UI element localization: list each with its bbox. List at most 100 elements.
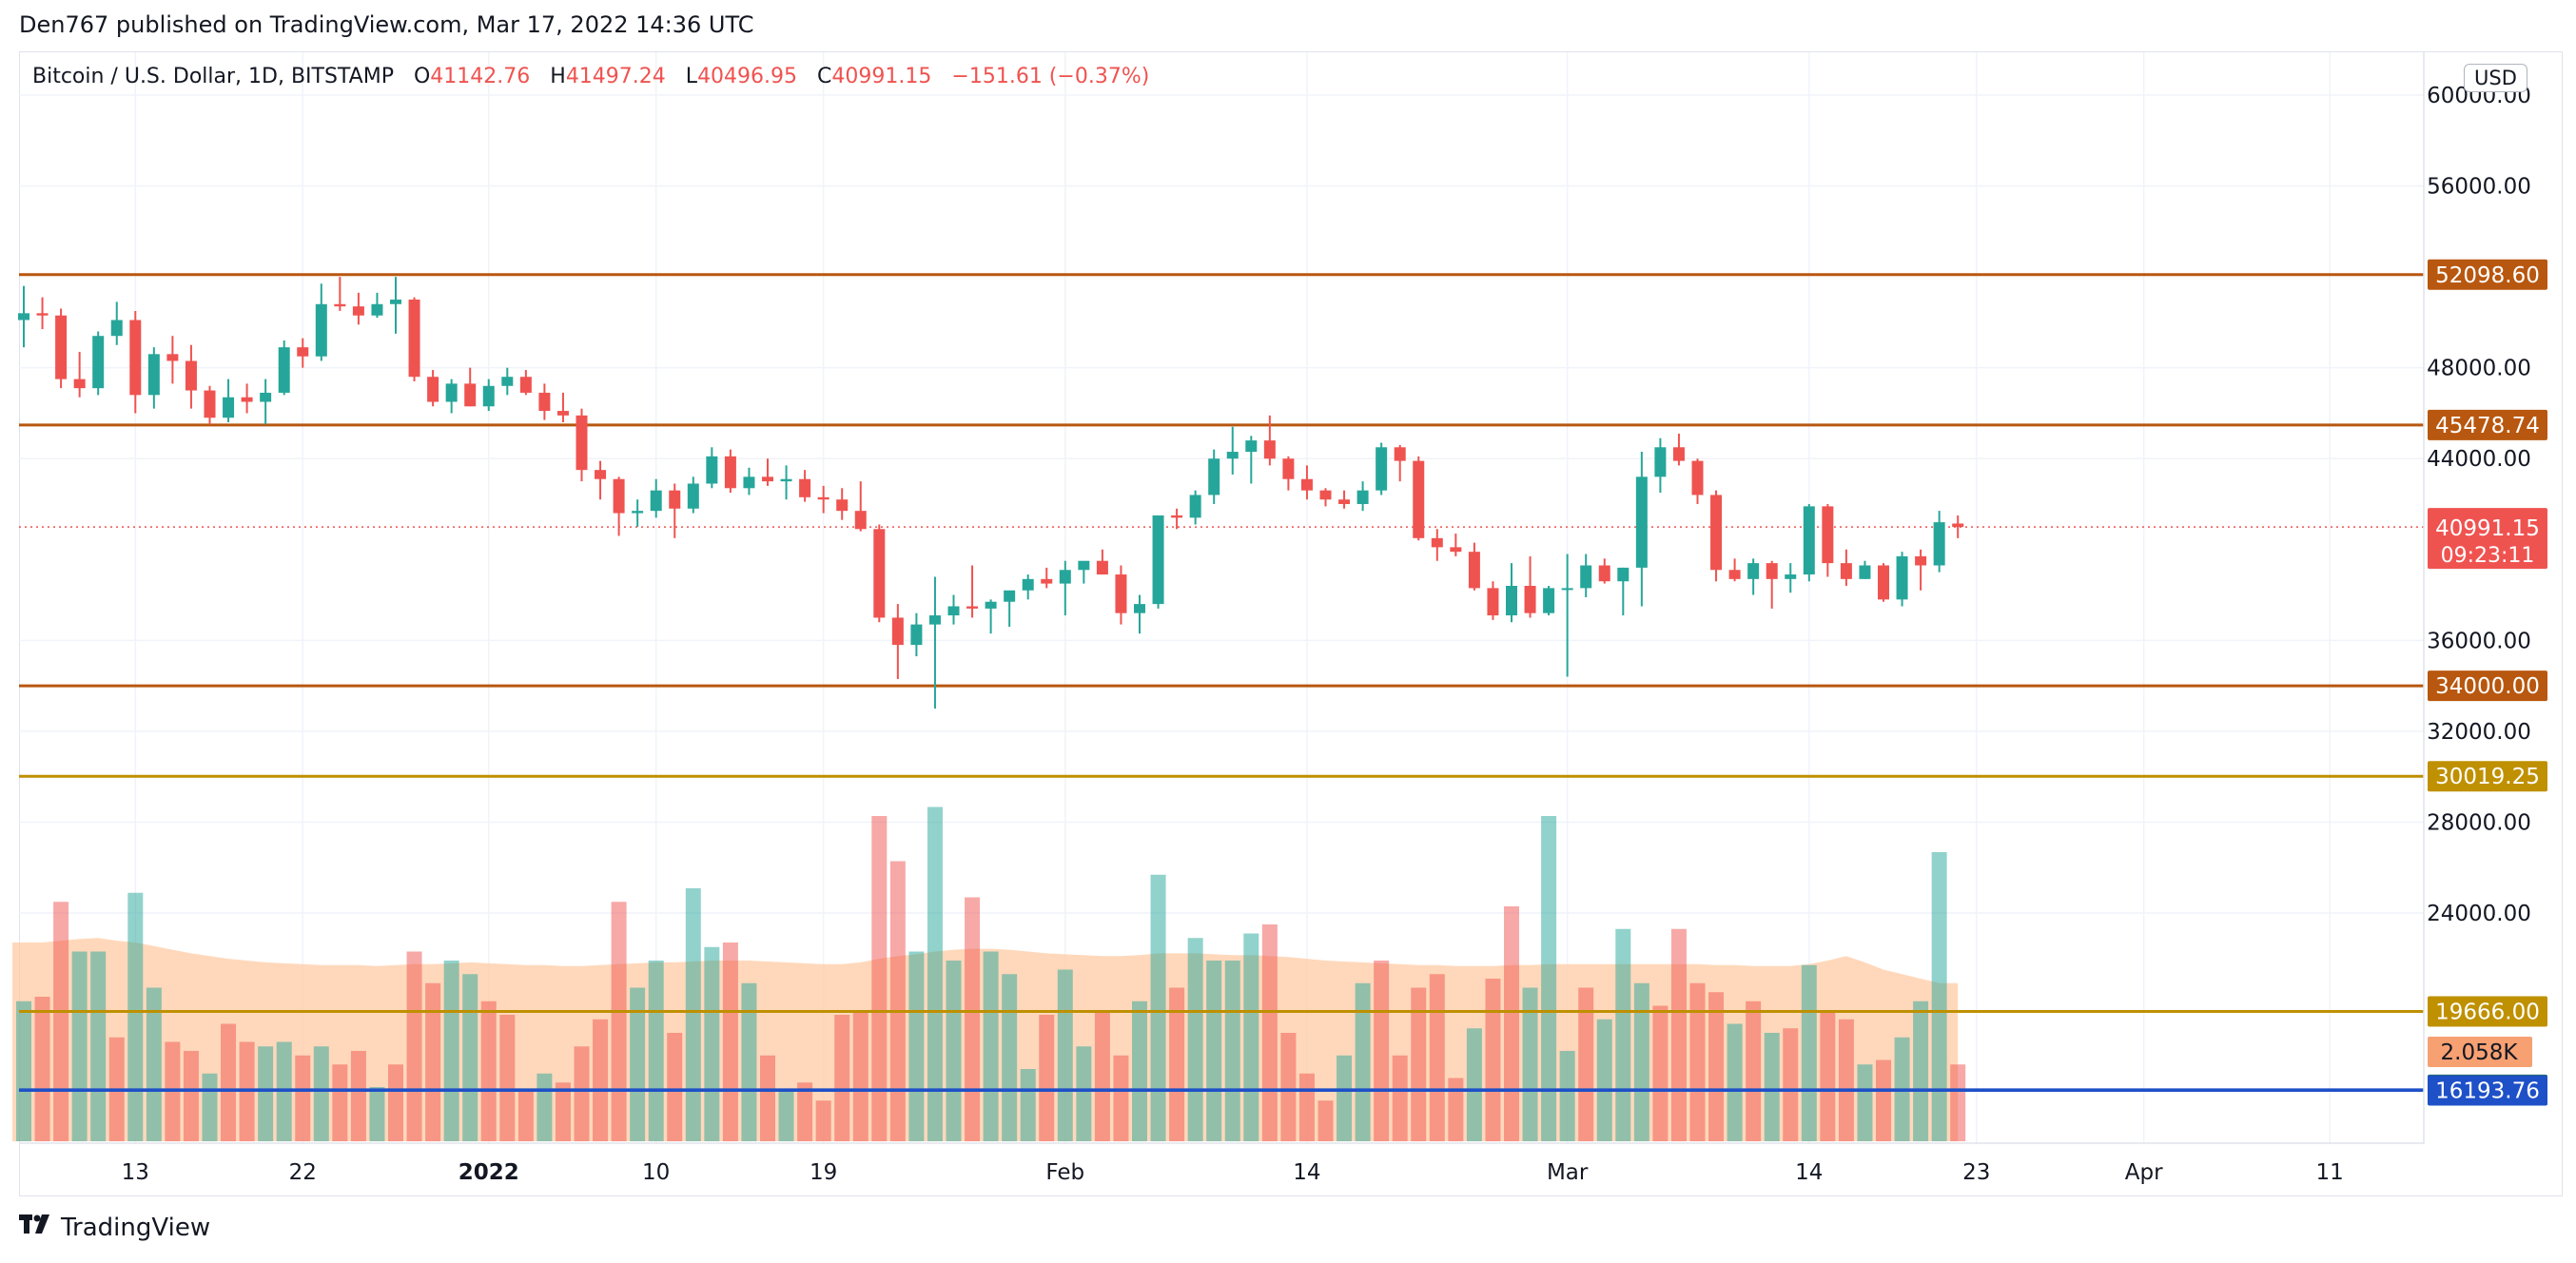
candle-body xyxy=(482,385,495,407)
currency-button[interactable]: USD xyxy=(2464,64,2527,92)
volume-bar xyxy=(406,951,422,1141)
volume-bar xyxy=(965,897,981,1141)
change-value: −151.61 (−0.37%) xyxy=(951,65,1150,88)
volume-bar xyxy=(1206,961,1222,1141)
volume-bar xyxy=(1746,1001,1762,1141)
volume-bar xyxy=(1485,979,1501,1141)
candle-body xyxy=(390,300,401,304)
candle-body xyxy=(538,392,551,412)
candle-body xyxy=(1598,565,1610,582)
candle-body xyxy=(18,313,29,321)
candle-body xyxy=(1822,506,1834,564)
candle-body xyxy=(1635,476,1648,568)
publish-info: Den767 published on TradingView.com, Mar… xyxy=(19,11,754,38)
volume-bar xyxy=(722,942,738,1141)
level-badge: 45478.74 xyxy=(2435,414,2540,438)
candle-body xyxy=(1022,578,1034,591)
candle-body xyxy=(147,354,160,396)
candle-body xyxy=(1004,590,1016,602)
level-badge: 19666.00 xyxy=(2435,1001,2540,1025)
volume-bar xyxy=(1931,852,1947,1141)
volume-bar xyxy=(1057,969,1073,1141)
low-value: 40496.95 xyxy=(697,65,798,88)
candle-body xyxy=(92,336,105,389)
candle-body xyxy=(1785,574,1797,579)
candle-body xyxy=(743,476,755,489)
y-tick-label: 44000.00 xyxy=(2427,447,2531,472)
candle-body xyxy=(706,456,718,484)
candle-body xyxy=(129,320,142,396)
candle-body xyxy=(1356,490,1369,504)
candle-body xyxy=(204,390,216,418)
level-badge-bg xyxy=(2428,761,2547,792)
candle-body xyxy=(1915,555,1927,566)
candle-body xyxy=(1450,547,1462,553)
candle-body xyxy=(1878,565,1889,600)
volume-bar xyxy=(1243,933,1259,1141)
volume-bar xyxy=(258,1046,274,1141)
candle-body xyxy=(928,615,941,625)
volume-bar xyxy=(741,982,757,1141)
volume-badge: 2.058K xyxy=(2441,1040,2519,1065)
volume-bar xyxy=(778,1091,794,1141)
volume-bar xyxy=(1113,1055,1129,1141)
volume-bar xyxy=(797,1082,813,1141)
candle-body xyxy=(910,624,923,646)
candle-body xyxy=(1041,578,1053,584)
volume-bar xyxy=(1224,961,1240,1141)
volume-bar xyxy=(852,1010,868,1141)
volume-bar xyxy=(1522,987,1538,1141)
candle-body xyxy=(501,377,514,386)
candle-body xyxy=(576,415,588,471)
footer[interactable]: TradingView xyxy=(19,1214,210,1242)
candle-body xyxy=(278,347,290,393)
volume-bar xyxy=(369,1087,385,1141)
candle-body xyxy=(1134,604,1145,613)
chart-frame[interactable] xyxy=(19,51,2563,1196)
candle-body xyxy=(315,303,327,357)
candle-body xyxy=(73,379,86,389)
volume-bar xyxy=(1670,928,1687,1141)
candle-body xyxy=(36,313,49,316)
y-tick-label: 36000.00 xyxy=(2427,629,2531,653)
y-tick-label: 32000.00 xyxy=(2427,720,2531,745)
candle-body xyxy=(780,478,792,482)
candle-body xyxy=(371,303,383,316)
volume-bar xyxy=(1801,964,1817,1141)
volume-bar xyxy=(53,902,69,1141)
volume-bar xyxy=(517,1091,534,1141)
candle-body xyxy=(1803,506,1815,575)
x-tick-label: 22 xyxy=(289,1160,317,1185)
level-badge: 34000.00 xyxy=(2435,674,2540,699)
candle-body xyxy=(985,601,997,609)
x-tick-label: 14 xyxy=(1795,1160,1823,1185)
volume-bar xyxy=(834,1015,850,1141)
x-tick-label: Mar xyxy=(1547,1160,1589,1185)
tradingview-logo-icon xyxy=(19,1214,53,1242)
candle-body xyxy=(669,490,681,509)
candle-body xyxy=(1226,452,1239,459)
volume-bar xyxy=(908,951,925,1141)
candle-body xyxy=(854,511,867,530)
volume-bar xyxy=(648,961,664,1141)
candle-body xyxy=(445,383,458,402)
candle-body xyxy=(1933,522,1945,566)
candle-body xyxy=(1300,478,1313,491)
candle-body xyxy=(1766,563,1778,579)
candle-body xyxy=(1672,447,1685,461)
volume-bar xyxy=(313,1046,329,1141)
volume-bar xyxy=(1298,1073,1315,1141)
candle-body xyxy=(1115,574,1127,613)
symbol-title[interactable]: Bitcoin / U.S. Dollar, 1D, BITSTAMP xyxy=(32,65,394,88)
candle-body xyxy=(1413,460,1425,538)
candle-body xyxy=(1208,458,1220,495)
candle-body xyxy=(1561,588,1573,591)
level-badge-bg xyxy=(2428,996,2547,1027)
level-badge-bg xyxy=(2428,409,2547,440)
x-tick-label: Feb xyxy=(1045,1160,1084,1185)
candle-body xyxy=(650,490,662,512)
candle-body xyxy=(1543,588,1555,613)
countdown-label: 09:23:11 xyxy=(2441,544,2535,568)
candle-body xyxy=(891,617,904,646)
